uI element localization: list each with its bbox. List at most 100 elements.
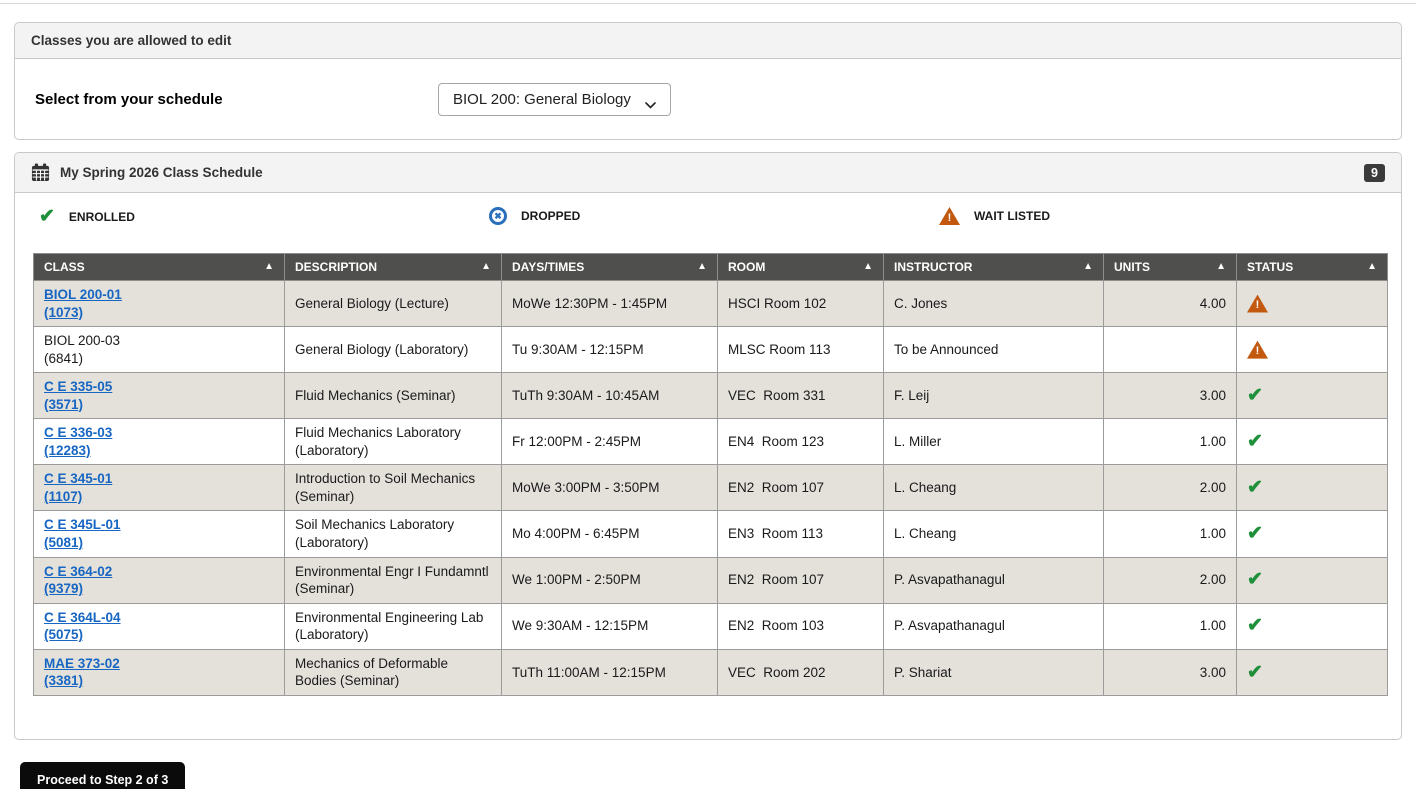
sort-asc-icon[interactable]: ▲ [1083, 261, 1093, 272]
class-cell: BIOL 200-01 (1073) [33, 279, 285, 328]
column-header-label: CLASS [44, 260, 85, 274]
class-link[interactable]: BIOL 200-01 (1073) [44, 286, 274, 321]
schedule-select-label: Select from your schedule [35, 90, 223, 108]
waitlisted-warning-icon: ! [1247, 294, 1268, 313]
description-cell: Soil Mechanics Laboratory (Laboratory) [284, 510, 502, 558]
class-link[interactable]: C E 345-01 (1107) [44, 470, 274, 505]
instructor-cell: P. Asvapathanagul [883, 602, 1104, 650]
room-cell: MLSC Room 113 [717, 326, 884, 374]
days-times-cell: Tu 9:30AM - 12:15PM [501, 326, 718, 374]
description-cell: Mechanics of Deformable Bodies (Seminar) [284, 648, 502, 696]
column-header-status[interactable]: STATUS ▲ [1236, 253, 1388, 281]
table-row: C E 345-01 (1107) Introduction to Soil Mec… [33, 464, 1388, 512]
proceed-step-2-button[interactable]: Proceed to Step 2 of 3 [20, 761, 186, 789]
legend-label: DROPPED [521, 209, 581, 223]
units-cell [1103, 326, 1237, 374]
units-cell: 1.00 [1103, 418, 1237, 466]
class-cell: C E 345-01 (1107) [33, 464, 285, 512]
column-header-label: INSTRUCTOR [894, 260, 973, 274]
schedule-panel: My Spring 2026 Class Schedule 9 ✔ ENROLLE… [14, 152, 1402, 740]
column-header-description[interactable]: DESCRIPTION ▲ [284, 253, 502, 281]
table-row: BIOL 200-01 (1073) General Biology (Lectur… [33, 279, 1388, 328]
column-header-units[interactable]: UNITS ▲ [1103, 253, 1237, 281]
sort-asc-icon[interactable]: ▲ [1367, 261, 1377, 272]
status-legend: ✔ ENROLLED ✖ DROPPED! WAIT LISTED [15, 207, 1401, 237]
instructor-cell: To be Announced [883, 326, 1104, 374]
table-row: C E 345L-01 (5081) Soil Mechanics Laborato… [33, 510, 1388, 558]
status-cell: ✔ [1236, 602, 1388, 650]
days-times-cell: Fr 12:00PM - 2:45PM [501, 418, 718, 466]
edit-panel-body: Select from your schedule BIOL 200: Gene… [15, 59, 1401, 139]
calendar-icon [31, 163, 50, 182]
class-select-dropdown[interactable]: BIOL 200: General Biology [438, 82, 671, 116]
enrolled-check-icon: ✔ [1247, 384, 1263, 406]
class-link[interactable]: MAE 373-02 (3381) [44, 655, 274, 690]
column-header-class[interactable]: CLASS ▲ [33, 253, 285, 281]
class-code: C E 364L-04 [44, 609, 121, 625]
table-row: C E 335-05 (3571) Fluid Mechanics (Seminar… [33, 372, 1388, 420]
table-row: C E 364-02 (9379) Environmental Engr I Fun… [33, 556, 1388, 604]
schedule-table-body: BIOL 200-01 (1073) General Biology (Lectur… [33, 279, 1388, 696]
status-cell: ✔ [1236, 372, 1388, 420]
class-select-value: BIOL 200: General Biology [453, 90, 631, 108]
room-cell: EN2 Room 107 [717, 464, 884, 512]
status-cell: ✔ [1236, 648, 1388, 696]
units-cell: 1.00 [1103, 602, 1237, 650]
legend-label: ENROLLED [68, 209, 135, 224]
enrolled-check-icon: ✔ [1247, 615, 1263, 637]
class-code: MAE 373-02 [44, 655, 120, 671]
legend-item-waitlisted: ! WAIT LISTED [939, 207, 1050, 225]
edit-panel-title: Classes you are allowed to edit [31, 33, 232, 48]
instructor-cell: L. Miller [883, 418, 1104, 466]
instructor-cell: P. Asvapathanagul [883, 556, 1104, 604]
class-cell: C E 345L-01 (5081) [33, 510, 285, 558]
enrolled-check-icon: ✔ [39, 206, 55, 227]
class-number: (5075) [44, 627, 84, 643]
sort-asc-icon[interactable]: ▲ [863, 261, 873, 272]
class-link[interactable]: C E 345L-01 (5081) [44, 516, 274, 551]
class-code: C E 336-03 [44, 425, 113, 441]
class-code: BIOL 200-03 [44, 333, 121, 349]
column-header-instructor[interactable]: INSTRUCTOR ▲ [883, 253, 1104, 281]
description-cell: Fluid Mechanics Laboratory (Laboratory) [284, 418, 502, 466]
instructor-cell: L. Cheang [883, 464, 1104, 512]
status-cell: ✔ [1236, 510, 1388, 558]
enrolled-check-icon: ✔ [1247, 569, 1263, 591]
description-cell: Fluid Mechanics (Seminar) [284, 372, 502, 420]
room-cell: VEC Room 202 [717, 648, 884, 696]
column-header-room[interactable]: ROOM ▲ [717, 253, 884, 281]
description-cell: Introduction to Soil Mechanics (Seminar) [284, 464, 502, 512]
days-times-cell: TuTh 9:30AM - 10:45AM [501, 372, 718, 420]
enrolled-check-icon: ✔ [1247, 661, 1263, 683]
status-cell: ✔ [1236, 464, 1388, 512]
class-number: (1107) [44, 488, 83, 504]
sort-asc-icon[interactable]: ▲ [481, 261, 491, 272]
room-cell: EN2 Room 103 [717, 602, 884, 650]
class-cell: C E 364L-04 (5075) [33, 602, 285, 650]
enrolled-check-icon: ✔ [1247, 523, 1263, 545]
class-link[interactable]: C E 364L-04 (5075) [44, 609, 274, 644]
table-row: C E 364L-04 (5075) Environmental Engineeri… [33, 602, 1388, 650]
class-link[interactable]: C E 336-03 (12283) [44, 424, 274, 459]
exclamation-glyph: ! [947, 211, 952, 224]
enrolled-check-icon: ✔ [1247, 477, 1263, 499]
class-schedule-table: CLASS ▲ DESCRIPTION ▲ DAYS/TIMES ▲ ROOM ▲ INSTRU… [33, 253, 1388, 696]
class-number: (3381) [44, 673, 84, 689]
class-link[interactable]: C E 364-02 (9379) [44, 563, 274, 598]
description-cell: General Biology (Lecture) [284, 279, 502, 328]
schedule-panel-header: My Spring 2026 Class Schedule 9 [15, 153, 1401, 193]
class-code: C E 364-02 [44, 563, 113, 579]
class-cell: C E 335-05 (3571) [33, 372, 285, 420]
units-cell: 1.00 [1103, 510, 1237, 558]
column-header-label: ROOM [728, 260, 766, 274]
column-header-days-times[interactable]: DAYS/TIMES ▲ [501, 253, 718, 281]
sort-asc-icon[interactable]: ▲ [1216, 261, 1226, 272]
waitlisted-warning-icon: ! [939, 207, 960, 225]
class-link[interactable]: C E 335-05 (3571) [44, 378, 274, 413]
description-cell: Environmental Engineering Lab (Laborator… [284, 602, 502, 650]
waitlisted-warning-icon: ! [1247, 340, 1268, 359]
chevron-down-icon [645, 96, 656, 109]
sort-asc-icon[interactable]: ▲ [264, 261, 274, 272]
sort-asc-icon[interactable]: ▲ [697, 261, 707, 272]
column-header-label: DAYS/TIMES [512, 260, 585, 274]
